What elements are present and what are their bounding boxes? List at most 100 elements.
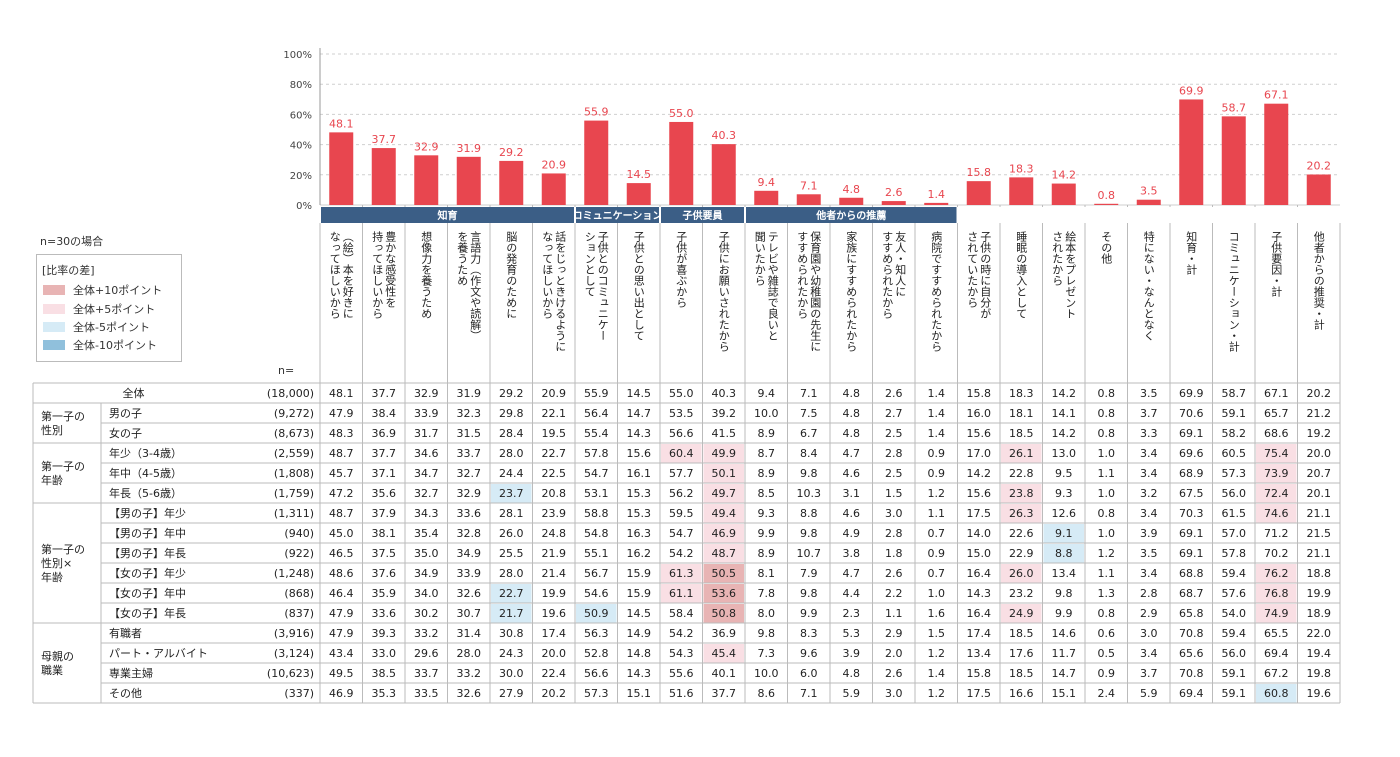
cell-value: 35.9 [372, 587, 397, 600]
highlight-cell [661, 564, 702, 583]
cell-value: 22.8 [1009, 467, 1034, 480]
cell-value: 3.9 [1140, 527, 1158, 540]
cell-value: 68.8 [1179, 567, 1204, 580]
cell-value: 18.9 [1307, 607, 1332, 620]
bar-value-label: 20.9 [542, 158, 567, 171]
cell-value: 4.8 [843, 387, 861, 400]
cell-value: 53.1 [584, 487, 609, 500]
category-label: すすめられたから [881, 231, 894, 319]
cell-value: 35.6 [372, 487, 397, 500]
cell-value: 19.9 [1307, 587, 1332, 600]
bar [1136, 199, 1161, 205]
cell-value: 56.4 [584, 407, 609, 420]
bar-value-label: 15.8 [967, 166, 992, 179]
bar-value-label: 40.3 [712, 129, 737, 142]
cell-value: 9.8 [758, 627, 776, 640]
cell-value: 33.6 [457, 507, 482, 520]
cell-value: 8.9 [758, 547, 776, 560]
cell-value: 1.1 [885, 607, 903, 620]
cell-value: 55.1 [584, 547, 609, 560]
cell-value: 45.4 [712, 647, 737, 660]
legend-title: [比率の差] [42, 264, 95, 277]
bar [371, 148, 396, 205]
cell-value: 34.9 [457, 547, 482, 560]
cell-value: 17.4 [542, 627, 567, 640]
cell-value: 31.4 [457, 627, 482, 640]
cell-value: 1.1 [1098, 567, 1116, 580]
cell-value: 23.7 [499, 487, 524, 500]
cell-value: 46.9 [712, 527, 737, 540]
group-label: 知育 [437, 209, 458, 222]
cell-value: 3.9 [843, 647, 861, 660]
cell-value: 56.0 [1222, 647, 1247, 660]
highlight-cell [491, 484, 532, 503]
cell-value: 20.0 [542, 647, 567, 660]
cell-value: 69.6 [1179, 447, 1204, 460]
cell-value: 4.7 [843, 567, 861, 580]
cell-value: 75.4 [1264, 447, 1289, 460]
cell-value: 0.9 [1098, 667, 1116, 680]
cell-value: 33.2 [457, 667, 482, 680]
category-label: （絵）本を好きに [341, 231, 354, 319]
cell-value: 37.1 [372, 467, 397, 480]
row-label: 年中（4-5歳） [109, 466, 182, 480]
bar [839, 197, 864, 205]
cell-value: 0.7 [928, 527, 946, 540]
row-label: 全体 [123, 386, 145, 400]
cell-value: 18.3 [1009, 387, 1034, 400]
cell-value: 1.4 [928, 427, 946, 440]
cell-value: 4.8 [843, 407, 861, 420]
row-n: (922) [284, 547, 314, 560]
cell-value: 57.3 [584, 687, 609, 700]
bar-value-label: 69.9 [1179, 84, 1204, 97]
cell-value: 36.9 [712, 627, 737, 640]
cell-value: 7.1 [800, 387, 818, 400]
row-label: 【女の子】年中 [109, 586, 186, 600]
legend-label: 全体-10ポイント [73, 339, 157, 352]
cell-value: 71.2 [1264, 527, 1289, 540]
cell-value: 39.2 [712, 407, 737, 420]
cell-value: 15.3 [627, 507, 652, 520]
bar-value-label: 14.2 [1052, 169, 1077, 182]
row-label: その他 [109, 687, 142, 700]
cell-value: 14.1 [1052, 407, 1077, 420]
cell-value: 8.7 [758, 447, 776, 460]
cell-value: 65.5 [1264, 627, 1289, 640]
cell-value: 28.0 [457, 647, 482, 660]
y-tick-label: 100% [283, 50, 312, 61]
category-label: 病院ですすめられたから [930, 230, 943, 352]
cell-value: 19.8 [1307, 667, 1332, 680]
cell-value: 5.9 [843, 687, 861, 700]
cell-value: 4.8 [843, 427, 861, 440]
category-label: その他 [1100, 231, 1113, 264]
row-n: (10,623) [267, 667, 314, 680]
group-band [661, 207, 744, 223]
cell-value: 3.5 [1140, 547, 1158, 560]
cell-value: 22.0 [1307, 627, 1332, 640]
cell-value: 3.4 [1140, 567, 1158, 580]
category-label: されたから [1051, 231, 1064, 286]
row-label: 専業主婦 [109, 666, 153, 680]
category-label: 聞いたから [753, 231, 766, 286]
legend-item: 全体+10ポイント [43, 283, 162, 297]
row-label: 年長（5-6歳） [109, 486, 182, 500]
cell-value: 17.0 [967, 447, 992, 460]
cell-value: 17.4 [967, 627, 992, 640]
category-label: 知育・計 [1185, 230, 1198, 276]
group-band [321, 207, 574, 223]
cell-value: 4.9 [843, 527, 861, 540]
y-tick-label: 20% [290, 171, 312, 182]
category-label: 他者からの推奨・計 [1312, 231, 1325, 331]
cell-value: 53.6 [712, 587, 737, 600]
cell-value: 61.5 [1222, 507, 1247, 520]
cell-value: 20.8 [542, 487, 567, 500]
cell-value: 36.9 [372, 427, 397, 440]
cell-value: 33.2 [414, 627, 439, 640]
cell-value: 5.3 [843, 627, 861, 640]
cell-value: 69.4 [1179, 687, 1204, 700]
cell-value: 23.9 [542, 507, 567, 520]
cell-value: 2.9 [1140, 607, 1158, 620]
bar-value-label: 7.1 [800, 179, 818, 192]
cell-value: 35.4 [414, 527, 439, 540]
